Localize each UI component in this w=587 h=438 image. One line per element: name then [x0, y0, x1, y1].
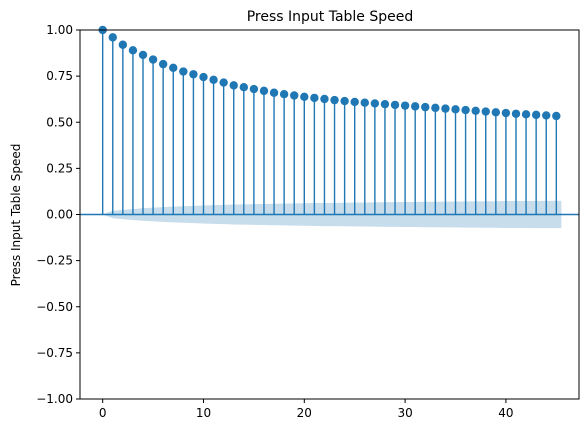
- acf-point: [320, 94, 329, 104]
- acf-point: [431, 103, 440, 113]
- acf-point: [249, 84, 259, 94]
- acf-point: [138, 50, 148, 60]
- acf-point: [108, 33, 117, 42]
- acf-point: [400, 101, 410, 110]
- acf-point: [219, 78, 228, 87]
- acf-point: [481, 107, 490, 116]
- acf-point: [360, 98, 369, 107]
- acf-point: [239, 82, 249, 92]
- acf-point: [501, 108, 511, 118]
- acf-point: [310, 93, 319, 103]
- acf-point: [169, 63, 178, 73]
- acf-point: [491, 108, 501, 117]
- acf-point: [471, 106, 480, 116]
- acf-point: [511, 109, 521, 118]
- acf-point: [542, 111, 551, 120]
- chart-title: Press Input Table Speed: [247, 9, 414, 25]
- acf-point: [531, 110, 541, 120]
- acf-point: [350, 97, 359, 107]
- y-tick-label: 0.00: [46, 208, 73, 222]
- acf-point: [118, 40, 128, 49]
- y-axis-label: Press Input Table Speed: [9, 144, 23, 287]
- acf-point: [552, 111, 561, 121]
- acf-point: [300, 92, 309, 101]
- acf-point: [340, 96, 349, 106]
- x-tick-label: 20: [297, 406, 312, 420]
- acf-point: [229, 81, 238, 90]
- acf-point: [461, 105, 470, 115]
- acf-point: [158, 59, 168, 69]
- acf-point: [209, 75, 218, 85]
- acf-point: [269, 88, 279, 97]
- acf-point: [279, 90, 289, 99]
- y-tick-label: −0.50: [36, 300, 73, 314]
- y-tick-label: −0.25: [36, 254, 73, 268]
- acf-point: [290, 91, 299, 100]
- y-tick-label: 0.25: [46, 161, 73, 175]
- acf-point: [128, 46, 138, 55]
- acf-point: [199, 72, 208, 82]
- y-tick-label: 0.75: [46, 69, 73, 83]
- y-tick-label: −0.75: [36, 346, 73, 360]
- acf-point: [410, 102, 420, 111]
- acf-point: [451, 105, 460, 114]
- acf-point: [421, 102, 430, 112]
- acf-point: [370, 99, 380, 108]
- plot-area: 0 10 20 30 40 −1.00 −0.75 −0.50 −0.25 0.00 0.25 0.5…: [36, 23, 580, 420]
- acf-point: [179, 67, 188, 76]
- acf-point: [148, 55, 158, 64]
- acf-point: [330, 95, 339, 105]
- acf-point: [189, 70, 198, 79]
- acf-point: [380, 99, 390, 109]
- acf-point: [441, 104, 450, 113]
- y-tick-label: −1.00: [36, 392, 73, 406]
- y-tick-label: 1.00: [46, 23, 73, 37]
- y-tick-label: 0.50: [46, 115, 73, 129]
- x-tick-label: 10: [196, 406, 211, 420]
- x-tick-label: 40: [498, 406, 513, 420]
- x-tick-label: 30: [397, 406, 412, 420]
- acf-point: [259, 86, 269, 96]
- x-tick-label: 0: [99, 406, 107, 420]
- acf-point: [521, 110, 531, 119]
- acf-point: [390, 100, 400, 110]
